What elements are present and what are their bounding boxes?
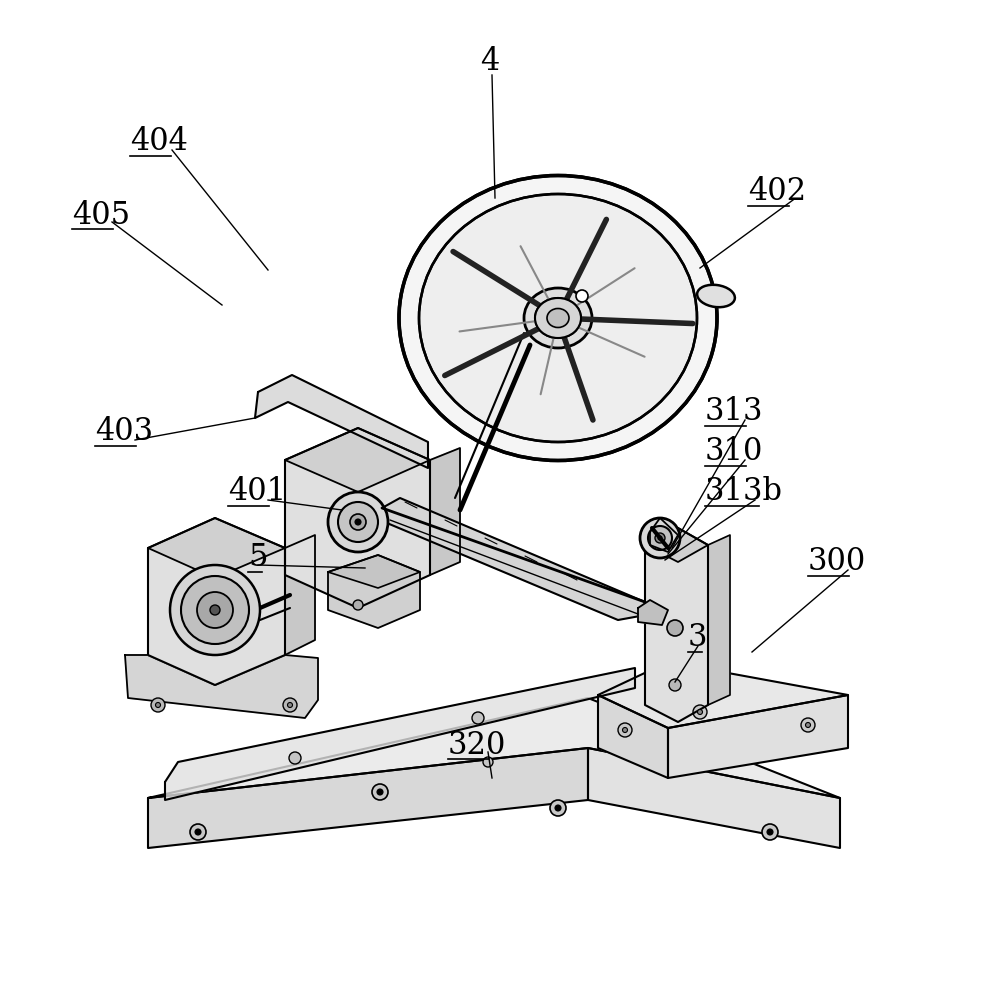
- Circle shape: [801, 718, 815, 732]
- Ellipse shape: [547, 308, 569, 328]
- Polygon shape: [148, 748, 588, 848]
- Text: 320: 320: [448, 730, 506, 760]
- Polygon shape: [650, 518, 678, 552]
- Circle shape: [640, 518, 680, 558]
- Text: 3: 3: [688, 622, 708, 654]
- Polygon shape: [588, 748, 840, 848]
- Circle shape: [181, 576, 249, 644]
- Polygon shape: [668, 695, 848, 778]
- Polygon shape: [285, 428, 430, 492]
- Circle shape: [762, 824, 778, 840]
- Polygon shape: [285, 535, 315, 655]
- Polygon shape: [255, 375, 428, 468]
- Circle shape: [698, 710, 703, 714]
- Circle shape: [669, 679, 681, 691]
- Circle shape: [658, 536, 662, 540]
- Circle shape: [156, 702, 161, 708]
- Text: 401: 401: [228, 477, 286, 508]
- Circle shape: [151, 698, 165, 712]
- Circle shape: [648, 526, 672, 550]
- Circle shape: [618, 723, 632, 737]
- Polygon shape: [645, 528, 708, 722]
- Circle shape: [655, 533, 665, 543]
- Circle shape: [190, 824, 206, 840]
- Text: 5: 5: [248, 542, 267, 574]
- Polygon shape: [148, 518, 285, 685]
- Polygon shape: [375, 498, 645, 620]
- Circle shape: [195, 829, 201, 835]
- Ellipse shape: [524, 288, 592, 348]
- Circle shape: [372, 784, 388, 800]
- Text: 313b: 313b: [705, 477, 783, 508]
- Polygon shape: [598, 662, 848, 728]
- Circle shape: [355, 519, 361, 525]
- Circle shape: [328, 492, 388, 552]
- Ellipse shape: [535, 298, 581, 338]
- Circle shape: [806, 722, 811, 728]
- Polygon shape: [148, 698, 840, 798]
- Polygon shape: [125, 655, 318, 718]
- Circle shape: [576, 290, 588, 302]
- Circle shape: [555, 805, 561, 811]
- Circle shape: [472, 712, 484, 724]
- Circle shape: [377, 789, 383, 795]
- Ellipse shape: [697, 285, 735, 307]
- Circle shape: [353, 600, 363, 610]
- Polygon shape: [430, 448, 460, 575]
- Ellipse shape: [419, 194, 697, 442]
- Text: 4: 4: [480, 46, 499, 78]
- Text: 300: 300: [808, 546, 866, 578]
- Circle shape: [767, 829, 773, 835]
- Ellipse shape: [547, 308, 569, 328]
- Polygon shape: [638, 600, 668, 625]
- Polygon shape: [165, 668, 635, 800]
- Text: 310: 310: [705, 436, 764, 468]
- Polygon shape: [328, 555, 420, 588]
- Circle shape: [170, 565, 260, 655]
- Text: 405: 405: [72, 200, 131, 231]
- Text: 404: 404: [130, 126, 187, 157]
- Circle shape: [289, 752, 301, 764]
- Polygon shape: [645, 528, 708, 562]
- Circle shape: [338, 502, 378, 542]
- Polygon shape: [708, 535, 730, 705]
- Polygon shape: [285, 428, 430, 608]
- Ellipse shape: [399, 176, 717, 460]
- Circle shape: [483, 757, 493, 767]
- Polygon shape: [148, 518, 285, 578]
- Circle shape: [693, 705, 707, 719]
- Text: 403: 403: [95, 416, 154, 448]
- Circle shape: [283, 698, 297, 712]
- Text: 402: 402: [748, 176, 807, 208]
- Circle shape: [350, 514, 366, 530]
- Text: 313: 313: [705, 396, 764, 428]
- Ellipse shape: [535, 298, 581, 338]
- Circle shape: [622, 728, 627, 732]
- Circle shape: [287, 702, 292, 708]
- Polygon shape: [598, 695, 668, 778]
- Polygon shape: [328, 555, 420, 628]
- Circle shape: [667, 620, 683, 636]
- Circle shape: [210, 605, 220, 615]
- Circle shape: [197, 592, 233, 628]
- Circle shape: [550, 800, 566, 816]
